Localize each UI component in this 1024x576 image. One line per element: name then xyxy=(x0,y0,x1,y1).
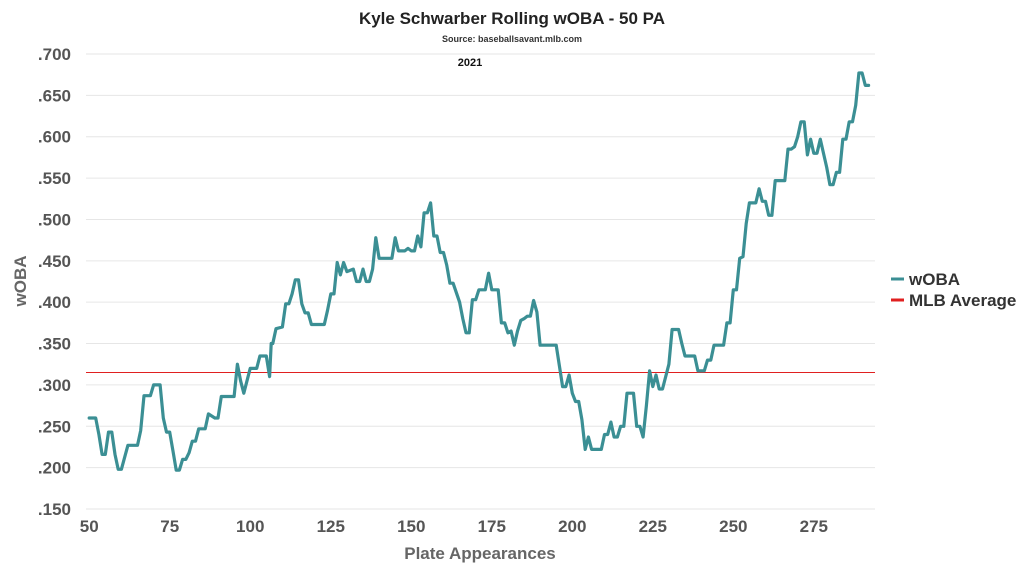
y-tick-label: .650 xyxy=(38,86,71,105)
x-tick-label: 225 xyxy=(639,517,667,536)
facet-label: 2021 xyxy=(458,57,482,69)
legend-entry-label: wOBA xyxy=(908,270,960,289)
y-tick-label: .250 xyxy=(38,417,71,436)
grid-lines xyxy=(86,53,875,510)
y-tick-label: .200 xyxy=(38,459,71,478)
y-tick-label: .150 xyxy=(38,500,71,519)
y-tick-label: .400 xyxy=(38,293,71,312)
woba-series-line xyxy=(87,71,871,472)
y-tick-label: .300 xyxy=(38,376,71,395)
woba-line-layer xyxy=(87,71,871,472)
chart-subtitle: Source: baseballsavant.mlb.com xyxy=(442,34,582,44)
legend-entry-label: MLB Average xyxy=(909,291,1016,310)
y-tick-label: .450 xyxy=(38,252,71,271)
x-tick-label: 250 xyxy=(719,517,747,536)
x-tick-label: 275 xyxy=(800,517,828,536)
y-tick-label: .600 xyxy=(38,128,71,147)
x-tick-label: 50 xyxy=(80,517,99,536)
y-tick-label: .550 xyxy=(38,169,71,188)
y-axis-label: wOBA xyxy=(11,256,30,308)
chart-title: Kyle Schwarber Rolling wOBA - 50 PA xyxy=(359,9,665,28)
x-tick-label: 175 xyxy=(478,517,506,536)
y-axis-ticks: .150 .200 .250 .300 .350 .400 .450 .500 .550 .600… xyxy=(38,45,71,519)
legend: wOBA MLB Average xyxy=(891,270,1016,310)
x-tick-label: 100 xyxy=(236,517,264,536)
x-axis-label: Plate Appearances xyxy=(404,544,556,563)
y-tick-label: .500 xyxy=(38,210,71,229)
y-tick-label: .700 xyxy=(38,45,71,64)
x-axis-ticks: 50 75 100 125 150 175 200 225 250 275 xyxy=(80,517,828,536)
x-tick-label: 75 xyxy=(160,517,179,536)
x-tick-label: 125 xyxy=(317,517,345,536)
x-tick-label: 150 xyxy=(397,517,425,536)
y-tick-label: .350 xyxy=(38,335,71,354)
x-tick-label: 200 xyxy=(558,517,586,536)
